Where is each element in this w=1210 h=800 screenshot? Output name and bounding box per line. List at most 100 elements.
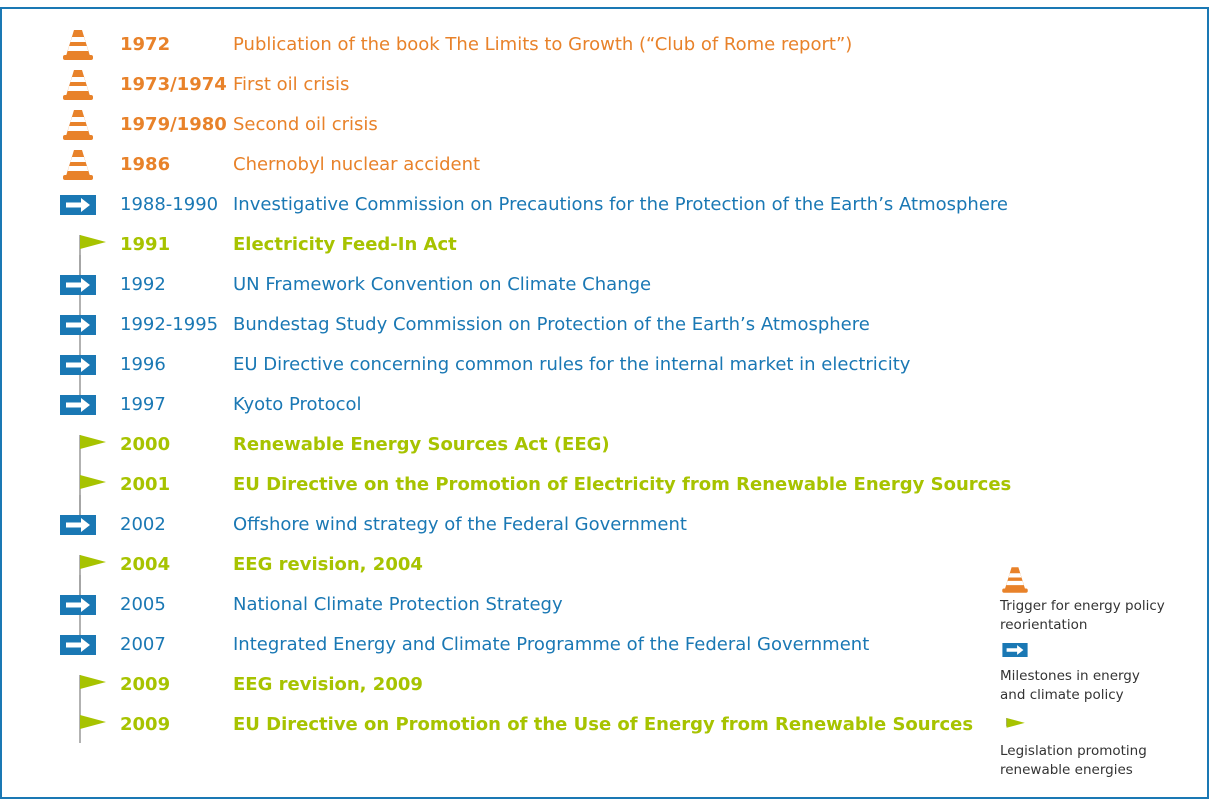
event-year: 1991 <box>120 234 170 255</box>
event-year: 2002 <box>120 514 166 535</box>
event-text: Electricity Feed-In Act <box>233 234 457 255</box>
cone-base <box>63 135 93 140</box>
event-year: 1992 <box>120 274 166 295</box>
cone-base <box>63 95 93 100</box>
event-year: 1972 <box>120 34 170 55</box>
arrow <box>66 278 90 292</box>
flag-icon <box>1006 718 1025 728</box>
legend-text: and climate policy <box>1000 687 1124 703</box>
event-text: Renewable Energy Sources Act (EEG) <box>233 434 610 455</box>
event-year: 2004 <box>120 554 170 575</box>
event-year: 2000 <box>120 434 170 455</box>
cone-icon <box>1002 567 1028 593</box>
event-year: 1979/1980 <box>120 114 227 135</box>
cone-base <box>63 55 93 60</box>
legend-text: Legislation promoting <box>1000 743 1147 759</box>
event-text: National Climate Protection Strategy <box>233 594 563 615</box>
cone-stripe <box>67 46 89 51</box>
cone <box>66 110 90 136</box>
event-year: 2005 <box>120 594 166 615</box>
cone-stripe <box>70 77 86 82</box>
cone <box>66 30 90 56</box>
event-text: Publication of the book The Limits to Gr… <box>233 34 852 55</box>
cone <box>66 70 90 96</box>
arrow <box>1006 645 1024 655</box>
arrow <box>66 358 90 372</box>
arrow-icon <box>60 595 96 615</box>
cone-stripe <box>70 157 86 162</box>
event-text: First oil crisis <box>233 74 349 95</box>
event-text: EU Directive on the Promotion of Electri… <box>233 474 1011 495</box>
arrow-icon <box>60 275 96 295</box>
legend-text: Milestones in energy <box>1000 668 1140 684</box>
flag-icon <box>79 235 106 275</box>
flag <box>80 675 106 689</box>
event-text: EU Directive concerning common rules for… <box>233 354 911 375</box>
cone-base <box>1002 588 1028 593</box>
arrow-icon <box>60 195 96 215</box>
arrow-icon <box>60 515 96 535</box>
event-text: Integrated Energy and Climate Programme … <box>233 634 869 655</box>
flag <box>1006 718 1025 728</box>
cone-icon <box>63 70 93 100</box>
event-text: Second oil crisis <box>233 114 378 135</box>
cone-stripe <box>70 117 86 122</box>
event-text: EEG revision, 2009 <box>233 674 423 695</box>
cone-icon <box>63 110 93 140</box>
cone-stripe <box>67 86 89 91</box>
event-text: EEG revision, 2004 <box>233 554 423 575</box>
event-text: UN Framework Convention on Climate Chang… <box>233 274 651 295</box>
event-year: 2009 <box>120 714 170 735</box>
flag-icon <box>79 715 106 743</box>
event-text: Bundestag Study Commission on Protection… <box>233 314 870 335</box>
arrow <box>66 518 90 532</box>
legend-text: renewable energies <box>1000 762 1133 778</box>
flag-icon <box>79 555 106 595</box>
cone <box>1004 567 1026 590</box>
event-year: 1996 <box>120 354 166 375</box>
cone-stripe <box>67 126 89 131</box>
cone-stripe <box>1006 580 1024 586</box>
arrow-icon <box>60 395 96 415</box>
flag-icon <box>79 675 106 715</box>
event-text: Kyoto Protocol <box>233 394 362 415</box>
cone-icon <box>63 150 93 180</box>
flag <box>80 235 106 249</box>
flag <box>80 715 106 729</box>
arrow-icon <box>60 315 96 335</box>
legend-text: reorientation <box>1000 617 1087 633</box>
event-text: Offshore wind strategy of the Federal Go… <box>233 514 687 535</box>
event-year: 1973/1974 <box>120 74 227 95</box>
event-text: Investigative Commission on Precautions … <box>233 194 1008 215</box>
event-year: 2001 <box>120 474 170 495</box>
arrow <box>66 638 90 652</box>
arrow-icon <box>1002 643 1028 657</box>
event-year: 2009 <box>120 674 170 695</box>
arrow <box>66 198 90 212</box>
event-year: 1988-1990 <box>120 194 218 215</box>
flag-icon <box>79 435 106 475</box>
cone-base <box>63 175 93 180</box>
legend-text: Trigger for energy policy <box>999 598 1165 614</box>
event-year: 1997 <box>120 394 166 415</box>
event-text: EU Directive on Promotion of the Use of … <box>233 714 973 735</box>
frame <box>0 7 1209 799</box>
event-text: Chernobyl nuclear accident <box>233 154 480 175</box>
flag <box>80 435 106 449</box>
cone-icon <box>63 30 93 60</box>
event-year: 2007 <box>120 634 166 655</box>
flag <box>80 555 106 569</box>
cone <box>66 150 90 176</box>
arrow-icon <box>60 355 96 375</box>
event-year: 1986 <box>120 154 170 175</box>
cone-stripe <box>70 37 86 42</box>
cone-stripe <box>67 166 89 171</box>
flag-icon <box>79 475 106 515</box>
flag <box>80 475 106 489</box>
event-year: 1992-1995 <box>120 314 218 335</box>
arrow <box>66 398 90 412</box>
arrow <box>66 318 90 332</box>
cone-stripe <box>1008 573 1022 578</box>
arrow-icon <box>60 635 96 655</box>
